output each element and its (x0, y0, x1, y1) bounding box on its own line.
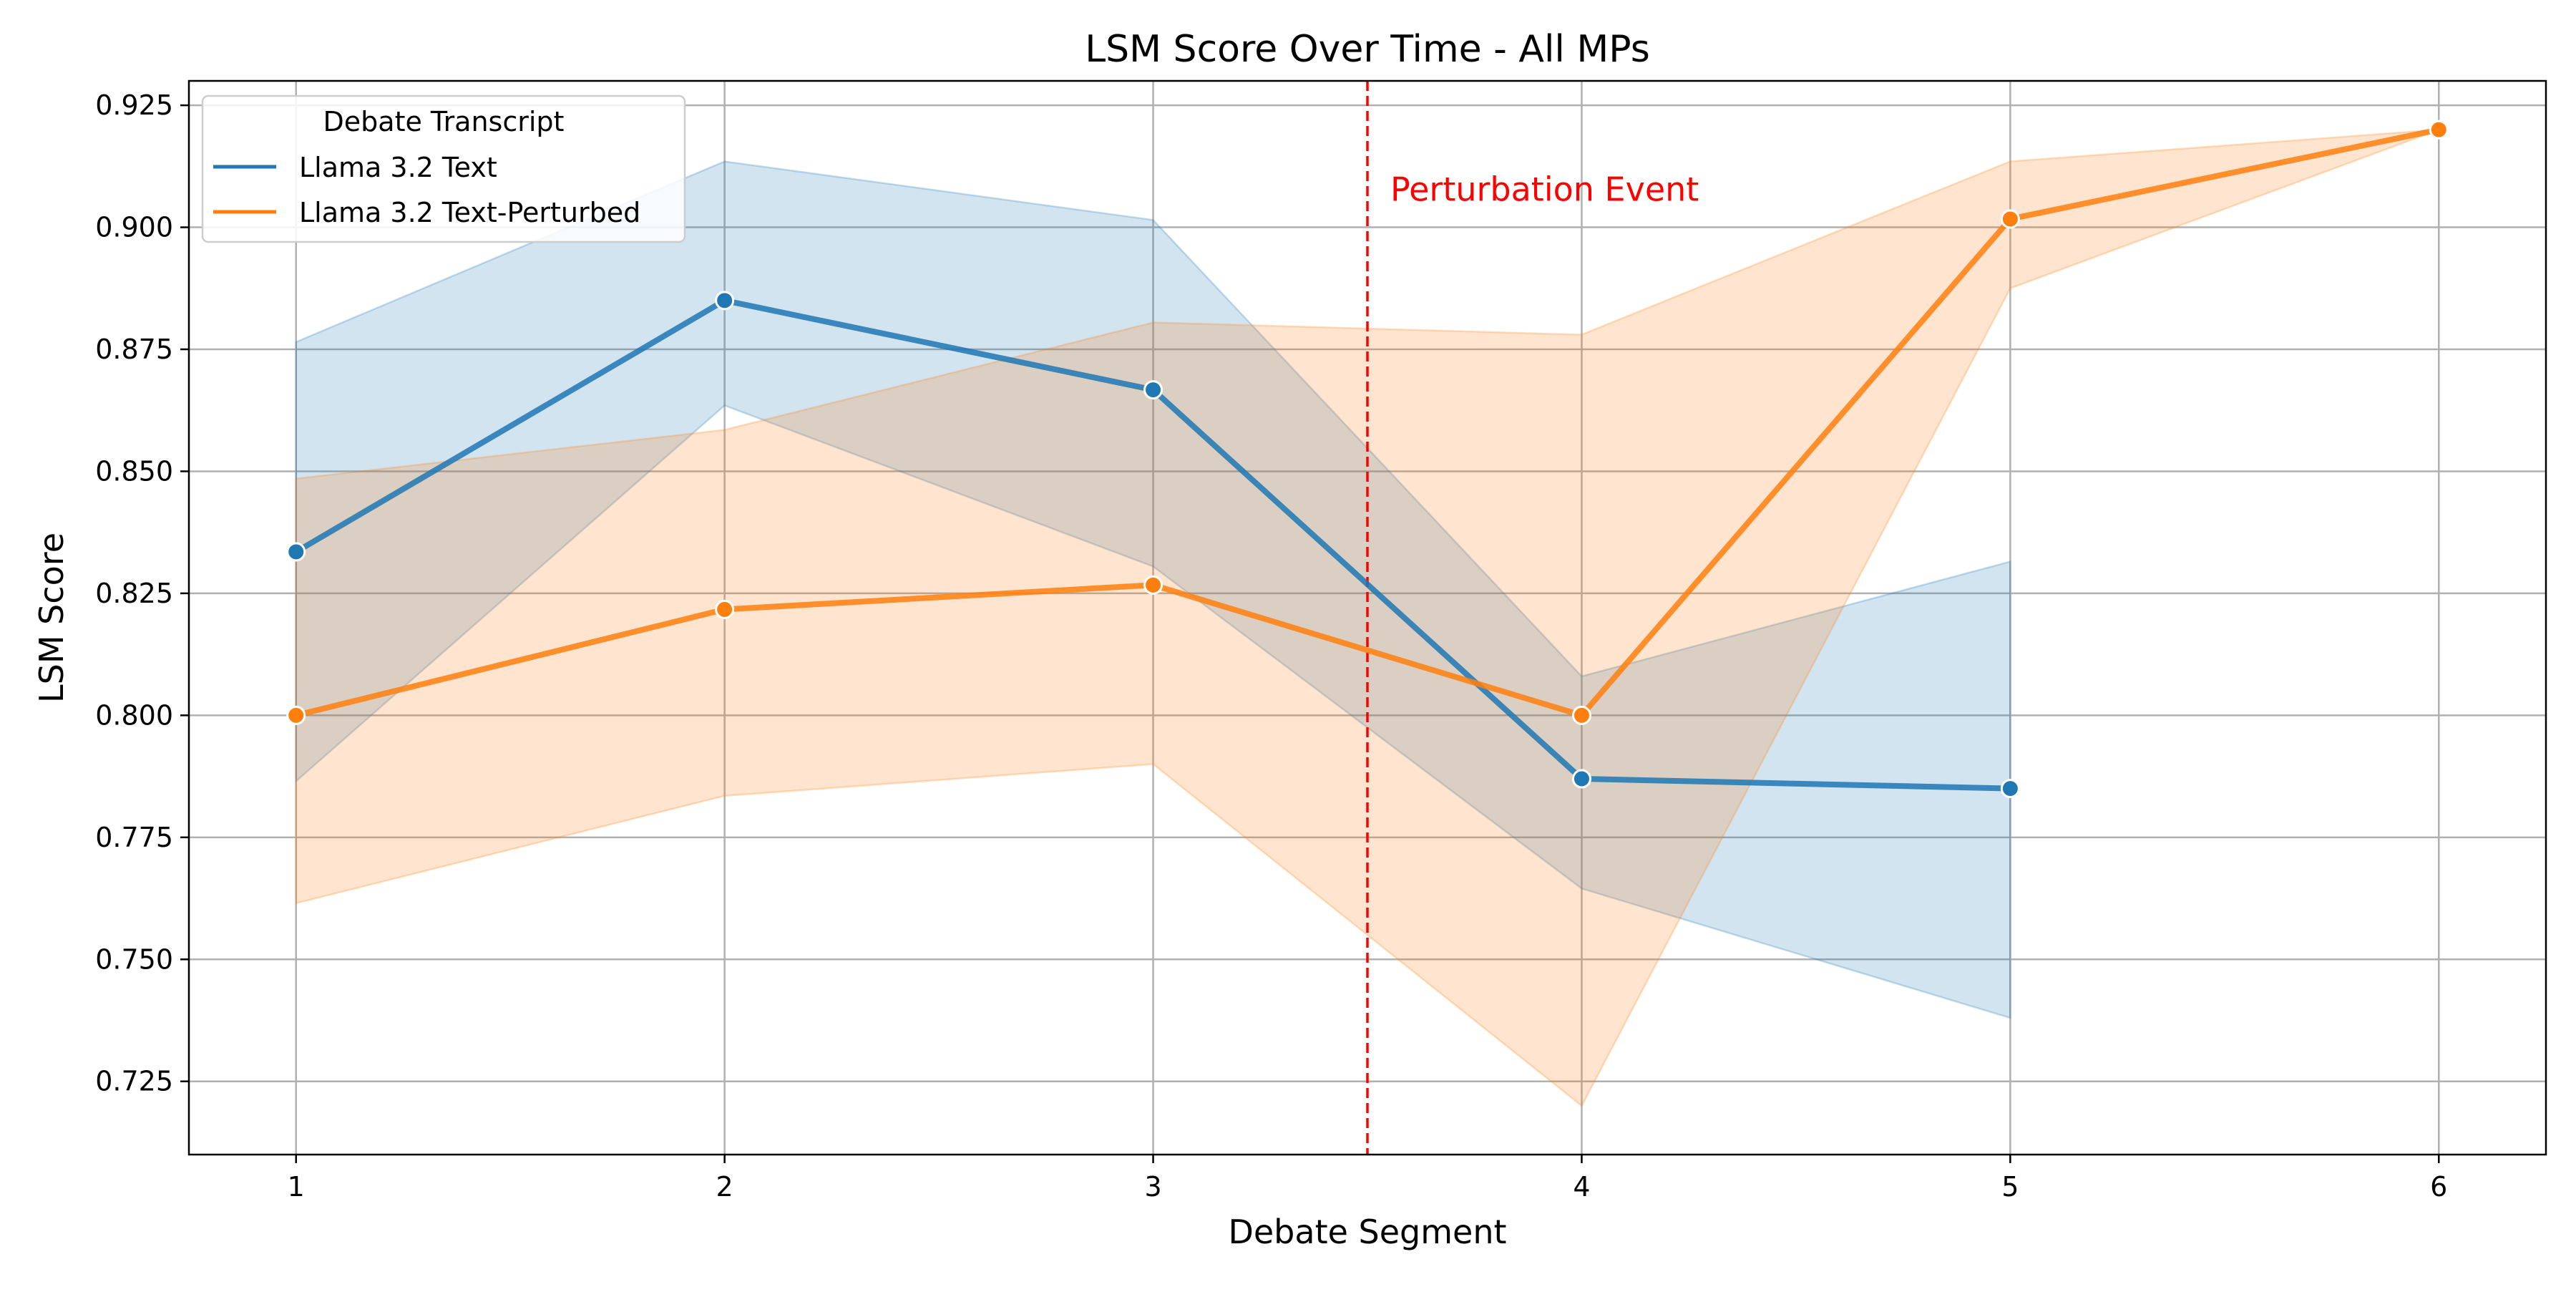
x-tick-label: 6 (2430, 1171, 2447, 1203)
data-point (286, 705, 306, 725)
x-tick-label: 4 (1573, 1171, 1590, 1203)
y-tick-label: 0.825 (95, 578, 173, 609)
data-point (2000, 209, 2020, 229)
y-tick-label: 0.725 (95, 1066, 173, 1097)
legend-entry: Llama 3.2 Text (299, 152, 497, 183)
plot-frame (187, 79, 2547, 1156)
legend-box (201, 94, 686, 243)
data-point (715, 291, 735, 311)
y-axis-ticks: 0.725 0.750 0.775 0.800 0.825 0.850 0.875 0.900… (95, 89, 189, 1097)
series-line (293, 127, 2442, 719)
legend: Debate Transcript Llama 3.2 Text Llama 3… (201, 94, 686, 243)
y-axis-label: LSM Score (32, 533, 71, 703)
x-tick-label: 1 (288, 1171, 305, 1203)
chart-title: LSM Score Over Time - All MPs (1085, 28, 1650, 71)
confidence-band (295, 128, 2439, 1107)
y-tick-label: 0.875 (95, 334, 173, 365)
legend-entry: Llama 3.2 Text-Perturbed (299, 197, 640, 228)
annotations: Perturbation Event (1366, 81, 1699, 1155)
y-tick-label: 0.750 (95, 943, 173, 975)
data-point (2429, 120, 2449, 140)
x-axis-label: Debate Segment (1228, 1213, 1506, 1251)
y-tick-label: 0.925 (95, 89, 173, 121)
y-tick-label: 0.800 (95, 699, 173, 731)
x-tick-label: 3 (1144, 1171, 1161, 1203)
data-point (286, 542, 306, 562)
data-point (1571, 705, 1591, 725)
confidence-band (295, 160, 2011, 1019)
perturbation-label: Perturbation Event (1390, 170, 1699, 208)
data-point (715, 599, 735, 619)
x-axis-ticks: 1 2 3 4 5 6 (288, 1155, 2447, 1203)
series-markers (286, 120, 2449, 799)
data-point (1143, 380, 1163, 400)
confidence-bands (295, 128, 2439, 1107)
x-tick-label: 2 (716, 1171, 733, 1203)
y-tick-label: 0.775 (95, 822, 173, 853)
data-point (1571, 769, 1591, 789)
x-tick-label: 5 (2001, 1171, 2019, 1203)
data-point (2000, 779, 2020, 799)
y-tick-label: 0.850 (95, 455, 173, 487)
y-tick-label: 0.900 (95, 212, 173, 243)
legend-title: Debate Transcript (323, 106, 565, 137)
data-point (1143, 575, 1163, 595)
